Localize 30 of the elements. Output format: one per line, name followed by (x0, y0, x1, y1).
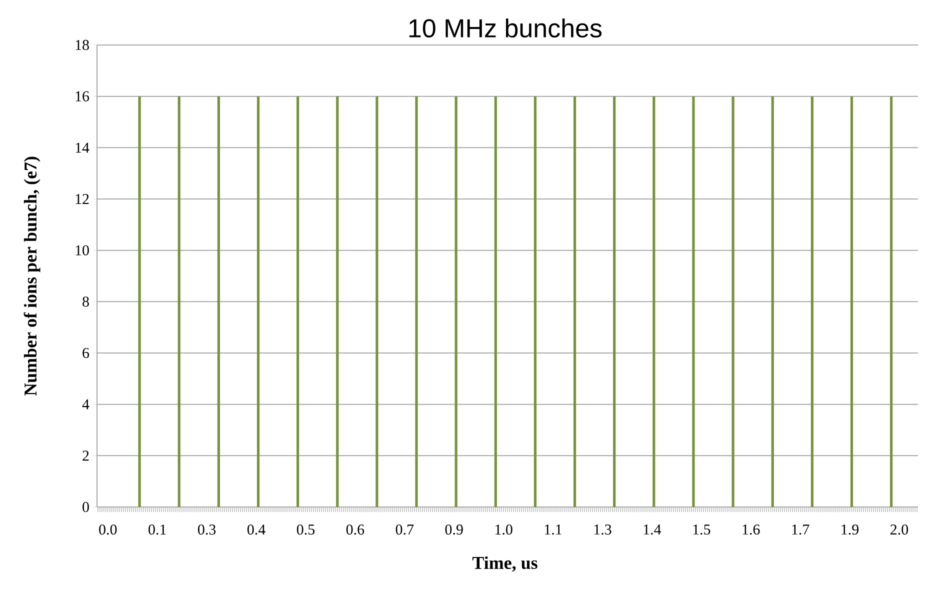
x-tick-label: 0.3 (198, 524, 216, 535)
chart-title: 10 MHz bunches (409, 18, 602, 38)
x-tick-label: 1.7 (792, 524, 810, 535)
y-tick-label: 18 (76, 40, 89, 50)
y-tick-label: 2 (82, 450, 89, 461)
y-tick-label: 12 (76, 194, 89, 204)
y-tick-label: 6 (82, 348, 90, 358)
x-tick-label: 1.1 (544, 524, 562, 535)
y-tick-label: 8 (82, 296, 89, 307)
x-tick-label: 2.0 (890, 524, 908, 535)
x-tick-label: 1.4 (644, 524, 662, 535)
x-tick-label: 1.6 (742, 524, 760, 535)
x-tick-label: 0.1 (148, 524, 166, 535)
y-tick-label: 10 (76, 245, 89, 256)
x-tick-label: 0.5 (296, 524, 315, 535)
y-tick-label: 4 (82, 399, 90, 410)
x-tick-label: 0.9 (445, 524, 463, 535)
x-tick-label: 1.3 (594, 524, 612, 535)
y-tick-label: 16 (76, 91, 90, 102)
x-tick-label: 1.9 (842, 524, 859, 535)
x-tick-label: 0.4 (247, 524, 266, 535)
x-tick-label: 0.0 (99, 524, 117, 535)
x-tick-label: 1.0 (495, 524, 512, 535)
y-tick-label: 14 (76, 142, 90, 153)
x-tick-label: 0.7 (396, 524, 414, 535)
y-tick-label: 0 (82, 502, 89, 512)
x-tick-label: 1.5 (693, 524, 710, 535)
x-tick-label: 0.6 (346, 524, 364, 535)
y-axis-title: Number of ions per bunch, (e7) (24, 156, 40, 396)
x-axis-title: Time, us (472, 556, 538, 572)
